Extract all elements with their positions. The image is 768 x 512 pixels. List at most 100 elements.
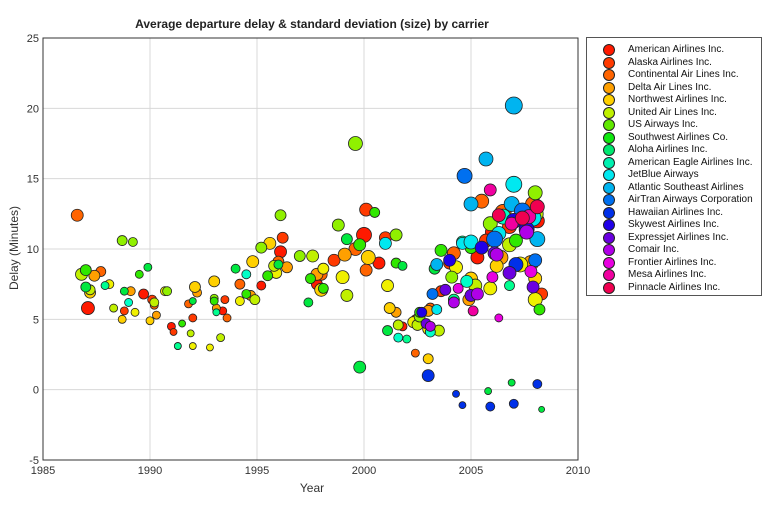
data-point xyxy=(445,270,459,284)
data-point xyxy=(452,282,464,294)
data-point xyxy=(276,231,289,244)
data-point xyxy=(143,262,153,272)
chart-legend: American Airlines Inc. Alaska Airlines In… xyxy=(586,37,762,296)
data-point xyxy=(474,240,489,255)
data-point xyxy=(460,274,474,288)
legend-item: Frontier Airlines Inc. xyxy=(587,256,763,270)
data-point xyxy=(340,289,354,302)
legend-item: Mesa Airlines Inc. xyxy=(587,269,763,282)
legend-label: JetBlue Airways xyxy=(628,169,699,180)
data-point xyxy=(305,273,316,284)
legend-swatch xyxy=(603,244,615,256)
legend-label: Skywest Airlines Inc. xyxy=(628,219,720,230)
legend-item: Skywest Airlines Inc. xyxy=(587,219,763,232)
data-point xyxy=(255,241,268,254)
data-point xyxy=(222,313,232,323)
data-point xyxy=(483,281,498,296)
data-point xyxy=(149,297,160,308)
chart-title: Average departure delay & standard devia… xyxy=(135,17,489,31)
data-point xyxy=(234,296,245,306)
data-point xyxy=(484,387,493,395)
legend-swatch xyxy=(603,206,615,219)
data-point xyxy=(382,325,393,336)
legend-swatch xyxy=(603,219,615,231)
data-point xyxy=(206,343,214,352)
legend-label: Pinnacle Airlines Inc. xyxy=(628,281,721,293)
legend-item: Aloha Airlines Inc. xyxy=(587,144,763,157)
legend-item: American Airlines Inc. xyxy=(587,44,763,57)
data-point xyxy=(88,269,101,282)
data-point xyxy=(138,288,149,300)
data-point xyxy=(381,279,394,292)
data-point xyxy=(303,297,314,308)
legend-label: Hawaiian Airlines Inc. xyxy=(628,206,724,218)
data-point xyxy=(393,332,404,343)
legend-swatch xyxy=(603,106,615,119)
data-point xyxy=(485,401,496,412)
data-point xyxy=(529,231,546,248)
legend-label: Alaska Airlines Inc. xyxy=(628,56,712,68)
legend-swatch xyxy=(603,169,615,181)
data-point xyxy=(81,301,95,315)
data-point xyxy=(519,224,535,240)
data-point xyxy=(416,306,428,318)
data-point xyxy=(422,353,434,365)
data-point xyxy=(80,281,92,293)
data-point xyxy=(532,379,543,389)
data-point xyxy=(502,266,517,280)
data-point xyxy=(507,378,516,387)
legend-label: Atlantic Southeast Airlines xyxy=(628,181,744,193)
legend-label: Delta Air Lines Inc. xyxy=(628,81,712,93)
data-point xyxy=(504,96,523,115)
legend-swatch xyxy=(603,56,615,69)
data-point xyxy=(216,333,226,343)
data-point xyxy=(389,228,403,242)
data-point xyxy=(527,185,543,201)
legend-item: Alaska Airlines Inc. xyxy=(587,56,763,70)
data-point xyxy=(478,151,494,167)
data-point xyxy=(538,405,546,413)
legend-item: Expressjet Airlines Inc. xyxy=(587,231,763,245)
y-tick-label: 5 xyxy=(33,314,39,326)
legend-item: Delta Air Lines Inc. xyxy=(587,81,763,95)
data-point xyxy=(116,235,128,246)
x-tick-label: 2010 xyxy=(566,465,590,477)
data-point xyxy=(402,334,412,344)
data-point xyxy=(230,263,241,274)
data-point xyxy=(145,316,155,326)
y-tick-label: 0 xyxy=(33,385,39,397)
data-point xyxy=(410,348,420,358)
legend-label: Frontier Airlines Inc. xyxy=(628,256,717,268)
legend-swatch xyxy=(603,181,615,194)
data-point xyxy=(431,304,443,315)
data-point xyxy=(486,230,503,248)
legend-item: AirTran Airways Corporation xyxy=(587,194,763,207)
data-point xyxy=(241,269,252,280)
data-point xyxy=(249,294,261,306)
data-point xyxy=(348,136,363,151)
legend-swatch xyxy=(603,281,615,294)
legend-label: Expressjet Airlines Inc. xyxy=(628,231,729,243)
data-point xyxy=(486,271,499,284)
legend-item: Hawaiian Airlines Inc. xyxy=(587,206,763,220)
legend-swatch xyxy=(603,44,615,56)
data-point xyxy=(335,270,350,285)
data-point xyxy=(509,233,523,248)
data-point xyxy=(234,278,246,290)
legend-label: Continental Air Lines Inc. xyxy=(628,69,739,80)
data-point xyxy=(274,209,287,222)
data-point xyxy=(100,281,110,290)
data-point xyxy=(447,296,460,309)
data-point xyxy=(514,210,530,226)
data-point xyxy=(70,208,84,222)
y-tick-label: 15 xyxy=(27,174,39,186)
y-tick-label: -5 xyxy=(29,455,39,467)
data-point xyxy=(439,283,452,296)
legend-item: Southwest Airlines Co. xyxy=(587,131,763,145)
data-point xyxy=(392,319,404,331)
data-point xyxy=(424,320,436,332)
data-point xyxy=(471,287,484,301)
x-tick-label: 2000 xyxy=(352,465,376,477)
data-point xyxy=(458,401,467,410)
data-point xyxy=(378,236,392,250)
